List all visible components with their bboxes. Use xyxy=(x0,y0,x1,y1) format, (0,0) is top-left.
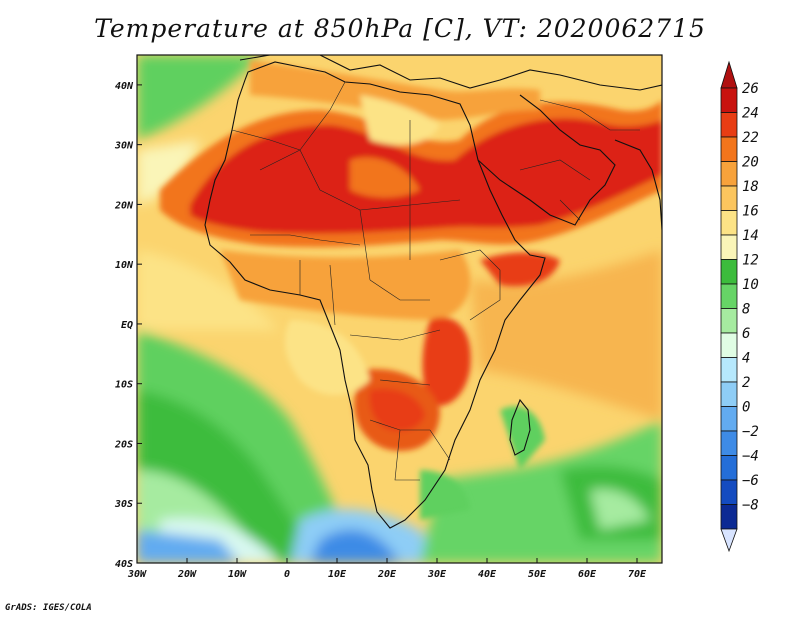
colorbar-label: 14 xyxy=(742,228,759,244)
colorbar-label: 10 xyxy=(742,277,759,293)
lat-tick-label: 30S xyxy=(114,499,133,510)
colorbar-swatch xyxy=(720,185,738,211)
lon-tick-label: 40E xyxy=(478,569,497,580)
colorbar-label: 24 xyxy=(742,106,759,122)
colorbar-swatch xyxy=(720,381,738,407)
lon-tick-label: 50E xyxy=(528,569,547,580)
map-title: Temperature at 850hPa [C], VT: 202006271… xyxy=(94,14,706,43)
colorbar-label: 0 xyxy=(742,400,750,416)
colorbar-swatch xyxy=(720,406,738,432)
lon-tick-label: 0 xyxy=(284,569,290,580)
colorbar-label: 12 xyxy=(742,253,759,269)
lon-tick-label: 70E xyxy=(628,569,647,580)
colorbar-bottom-triangle xyxy=(720,528,738,553)
lat-tick-label: EQ xyxy=(121,320,133,331)
lon-tick-label: 10W xyxy=(228,569,247,580)
india-coastline xyxy=(614,139,662,231)
lat-tick-label: 40S xyxy=(115,559,133,570)
lon-tick-label: 20W xyxy=(177,569,197,580)
colorbar-swatch xyxy=(720,430,738,456)
lat-tick-label: 10S xyxy=(115,380,133,391)
colorbar-swatch xyxy=(720,308,738,334)
lat-tick-label: 20N xyxy=(114,200,134,211)
colorbar-swatch xyxy=(720,479,738,505)
colorbar-label: −8 xyxy=(742,498,759,514)
lon-tick-label: 60E xyxy=(578,569,597,580)
lat-tick-label: 30N xyxy=(114,141,134,152)
colorbar-swatch xyxy=(720,234,738,260)
colorbar-label: 4 xyxy=(742,351,750,367)
lon-tick-label: 30E xyxy=(427,569,447,580)
credit-text: GrADS: IGES/COLA xyxy=(5,603,92,613)
lat-tick-label: 10N xyxy=(115,260,134,271)
colorbar-top-triangle xyxy=(720,60,738,89)
colorbar-label: 2 xyxy=(742,375,750,391)
country-borders xyxy=(231,81,640,481)
colorbar-swatch xyxy=(720,283,738,309)
colorbar-swatch xyxy=(720,210,738,236)
colorbar-label: 22 xyxy=(742,130,759,146)
colorbar-swatch xyxy=(720,136,738,162)
colorbar-swatch xyxy=(720,357,738,383)
arabia-coastline xyxy=(477,94,616,226)
lon-tick-label: 30W xyxy=(127,569,147,580)
colorbar-label: −6 xyxy=(742,473,759,489)
colorbar-label: 26 xyxy=(742,81,759,97)
colorbar-label: 18 xyxy=(742,179,759,195)
colorbar-label: 16 xyxy=(742,204,759,220)
colorbar-label: 6 xyxy=(742,326,750,342)
plot-frame xyxy=(136,54,663,564)
colorbar-swatch xyxy=(720,112,738,138)
lat-tick-label: 40N xyxy=(115,81,134,92)
axis-ticks: 30W 20W 10W 0 10E 20E 30E 40E 50E 60E 70E 40N 30N 20N… xyxy=(114,81,647,580)
colorbar-label: 20 xyxy=(742,155,759,171)
colorbar-swatch xyxy=(720,504,738,530)
colorbar-swatch xyxy=(720,455,738,481)
lon-tick-label: 10E xyxy=(328,569,347,580)
colorbar-swatch xyxy=(720,259,738,285)
europe-coastline xyxy=(239,55,662,91)
colorbar-label: −2 xyxy=(742,424,759,440)
colorbar-label: −4 xyxy=(742,449,759,465)
colorbar-swatch xyxy=(720,332,738,358)
lat-tick-label: 20S xyxy=(114,439,133,450)
madagascar-coastline xyxy=(509,398,531,456)
africa-coastline xyxy=(204,61,546,529)
temperature-field xyxy=(137,55,662,563)
colorbar-swatch xyxy=(720,87,738,113)
lon-tick-label: 20E xyxy=(377,569,397,580)
colorbar-swatch xyxy=(720,161,738,187)
colorbar-label: 8 xyxy=(742,302,750,318)
